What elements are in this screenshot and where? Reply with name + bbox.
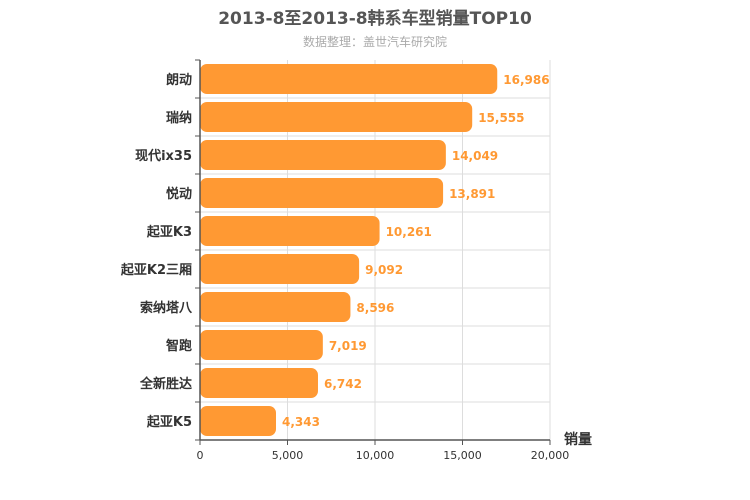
category-label: 智跑 [166, 338, 192, 354]
bar [200, 178, 444, 208]
value-label: 14,049 [452, 149, 498, 163]
value-label: 7,019 [329, 339, 367, 353]
bar [200, 140, 446, 170]
value-label: 10,261 [386, 225, 432, 239]
bar [200, 102, 473, 132]
category-label: 瑞纳 [166, 110, 192, 126]
x-tick-label: 5,000 [272, 449, 304, 462]
value-label: 16,986 [503, 73, 549, 87]
category-label: 朗动 [166, 72, 192, 88]
x-tick-label: 10,000 [356, 449, 395, 462]
category-label: 索纳塔八 [140, 300, 193, 316]
category-label: 起亚K3 [146, 224, 192, 240]
bar [200, 64, 498, 94]
bar [200, 368, 318, 398]
bar [200, 254, 360, 284]
x-tick-label: 15,000 [443, 449, 482, 462]
value-label: 9,092 [365, 263, 403, 277]
category-label: 起亚K2三厢 [120, 262, 192, 278]
x-axis-title: 销量 [564, 431, 592, 448]
bar [200, 406, 277, 436]
value-label: 15,555 [478, 111, 524, 125]
category-label: 全新胜达 [139, 376, 192, 392]
value-label: 8,596 [356, 301, 394, 315]
bar [200, 292, 351, 322]
x-tick-label: 20,000 [531, 449, 570, 462]
category-label: 起亚K5 [146, 414, 192, 430]
value-label: 13,891 [449, 187, 495, 201]
value-label: 6,742 [324, 377, 362, 391]
bar [200, 330, 323, 360]
chart-title: 2013-8至2013-8韩系车型销量TOP10 [218, 9, 532, 29]
chart-subtitle: 数据整理：盖世汽车研究院 [302, 35, 447, 49]
x-tick-label: 0 [197, 449, 204, 462]
bar [200, 216, 380, 246]
category-label: 现代ix35 [135, 148, 192, 164]
category-label: 悦动 [166, 186, 192, 202]
value-label: 4,343 [282, 415, 320, 429]
